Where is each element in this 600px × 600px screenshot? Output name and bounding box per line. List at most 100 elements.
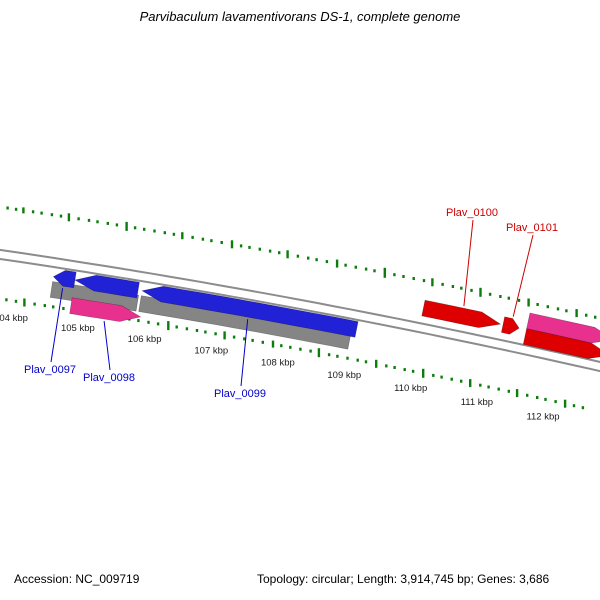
gc-tick: [230, 240, 234, 249]
gc-tick: [346, 356, 349, 360]
gc-tick: [554, 400, 557, 404]
gc-tick: [133, 226, 137, 230]
gc-tick: [289, 345, 292, 349]
gc-tick: [22, 207, 25, 214]
gc-tick: [261, 340, 264, 344]
gc-tick: [460, 379, 463, 383]
gc-tick: [258, 247, 261, 251]
gc-tick: [309, 349, 312, 353]
gc-tick: [251, 338, 254, 342]
gc-tick: [373, 269, 376, 273]
gc-tick: [393, 273, 396, 277]
gc-tick: [195, 329, 199, 332]
gc-tick: [201, 237, 205, 241]
scale-label: 112 kbp: [526, 411, 559, 422]
gc-tick: [479, 287, 482, 297]
gc-tick: [364, 267, 368, 271]
gc-tick: [515, 389, 519, 398]
gc-tick: [220, 241, 223, 244]
gene-arrow-plav_0100: [421, 299, 502, 328]
gc-tick: [243, 337, 246, 341]
gc-tick: [556, 307, 560, 311]
gc-tick: [563, 399, 567, 408]
gc-tick: [441, 282, 444, 286]
gc-tick: [572, 404, 576, 408]
gc-tick: [403, 368, 406, 372]
gc-tick: [50, 213, 54, 217]
gc-tick: [96, 220, 99, 224]
gc-tick: [223, 331, 226, 340]
gc-tick: [286, 250, 289, 259]
gc-tick: [137, 319, 140, 323]
gc-tick: [470, 288, 473, 292]
gc-tick: [585, 313, 588, 317]
gc-tick: [497, 387, 500, 391]
gc-tick: [175, 325, 178, 329]
gc-tick: [479, 383, 482, 387]
gene-arrow: [74, 274, 140, 299]
genome-title: Parvibaculum lavamentivorans DS-1, compl…: [139, 9, 461, 24]
gc-tick: [460, 286, 463, 290]
gc-tick: [412, 277, 415, 280]
gc-tick: [536, 303, 539, 306]
gc-tick: [336, 354, 339, 358]
gc-tick: [191, 235, 194, 239]
gc-tick: [375, 359, 378, 368]
label-leader-line: [512, 234, 534, 317]
scale-label: 105 kbp: [61, 323, 95, 334]
gc-tick: [115, 223, 119, 227]
topology-text: Topology: circular; Length: 3,914,745 bp…: [257, 572, 550, 586]
gc-tick: [432, 373, 435, 377]
gene-label-plav_0099: Plav_0099: [214, 388, 266, 400]
gc-tick: [327, 353, 331, 357]
gc-tick: [356, 358, 359, 362]
gc-tick: [344, 263, 347, 267]
scale-label: 111 kbp: [461, 397, 493, 408]
label-leader-line: [240, 319, 249, 387]
gc-tick: [431, 278, 434, 287]
gc-tick: [232, 335, 236, 339]
gc-tick: [594, 315, 597, 319]
gc-tick: [299, 347, 302, 351]
gc-tick: [526, 393, 529, 397]
gc-tick: [527, 298, 530, 307]
gc-tick: [385, 364, 388, 368]
gc-tick: [163, 231, 166, 235]
gc-tick: [296, 254, 300, 258]
gc-tick: [77, 217, 80, 221]
gc-tick: [33, 302, 36, 306]
gc-tick: [181, 232, 184, 240]
gc-tick: [40, 211, 43, 215]
gene-arrow: [526, 312, 600, 344]
gc-tick: [167, 321, 170, 331]
gc-tick: [354, 265, 357, 269]
scale-label: 110 kbp: [394, 383, 427, 394]
gc-tick: [393, 366, 396, 369]
gc-tick: [317, 348, 321, 358]
gc-tick: [440, 375, 443, 379]
gene-arrow: [522, 328, 600, 359]
gc-tick: [172, 232, 176, 236]
gc-tick: [210, 239, 213, 243]
label-leader-line: [50, 288, 64, 363]
gc-tick: [544, 397, 547, 401]
gc-tick: [6, 206, 9, 210]
gc-tick: [546, 305, 549, 309]
label-leader-line: [103, 321, 111, 371]
scale-label: 108 kbp: [261, 357, 295, 368]
gc-tick: [315, 258, 318, 262]
gene-arrow-plav_0098: [69, 297, 142, 322]
gc-tick: [23, 298, 26, 307]
accession-text: Accession: NC_009719: [14, 572, 140, 586]
gc-tick: [143, 227, 146, 231]
gc-tick: [402, 275, 405, 278]
gc-tick: [31, 210, 35, 214]
gc-tick: [507, 389, 510, 393]
gc-tick: [5, 298, 8, 302]
gc-tick: [14, 207, 18, 211]
gc-tick: [325, 260, 329, 264]
gc-tick: [271, 340, 275, 348]
gc-tick: [450, 377, 453, 381]
scale-label: 109 kbp: [327, 370, 361, 381]
